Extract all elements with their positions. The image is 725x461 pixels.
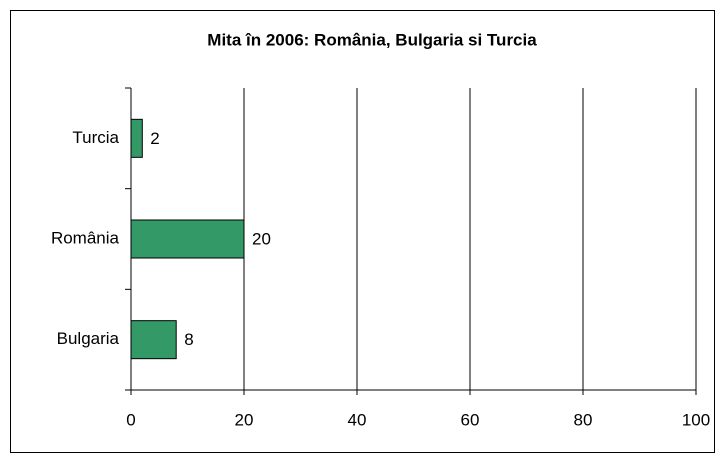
chart-frame bbox=[10, 10, 715, 453]
bar bbox=[130, 219, 245, 259]
chart-title: Mita în 2006: România, Bulgaria si Turci… bbox=[207, 30, 537, 49]
y-tick-label: Bulgaria bbox=[57, 329, 120, 348]
data-label: 8 bbox=[184, 330, 193, 349]
x-tick-label: 100 bbox=[682, 410, 710, 429]
x-tick-label: 20 bbox=[235, 410, 254, 429]
bar bbox=[130, 320, 177, 360]
bar bbox=[130, 118, 143, 158]
data-label: 20 bbox=[252, 229, 271, 248]
data-label: 2 bbox=[150, 129, 159, 148]
x-tick-label: 80 bbox=[574, 410, 593, 429]
y-tick-label: Turcia bbox=[72, 128, 119, 147]
x-tick-label: 60 bbox=[461, 410, 480, 429]
x-tick-label: 40 bbox=[348, 410, 367, 429]
y-tick-label: România bbox=[51, 228, 120, 247]
x-tick-label: 0 bbox=[126, 410, 135, 429]
